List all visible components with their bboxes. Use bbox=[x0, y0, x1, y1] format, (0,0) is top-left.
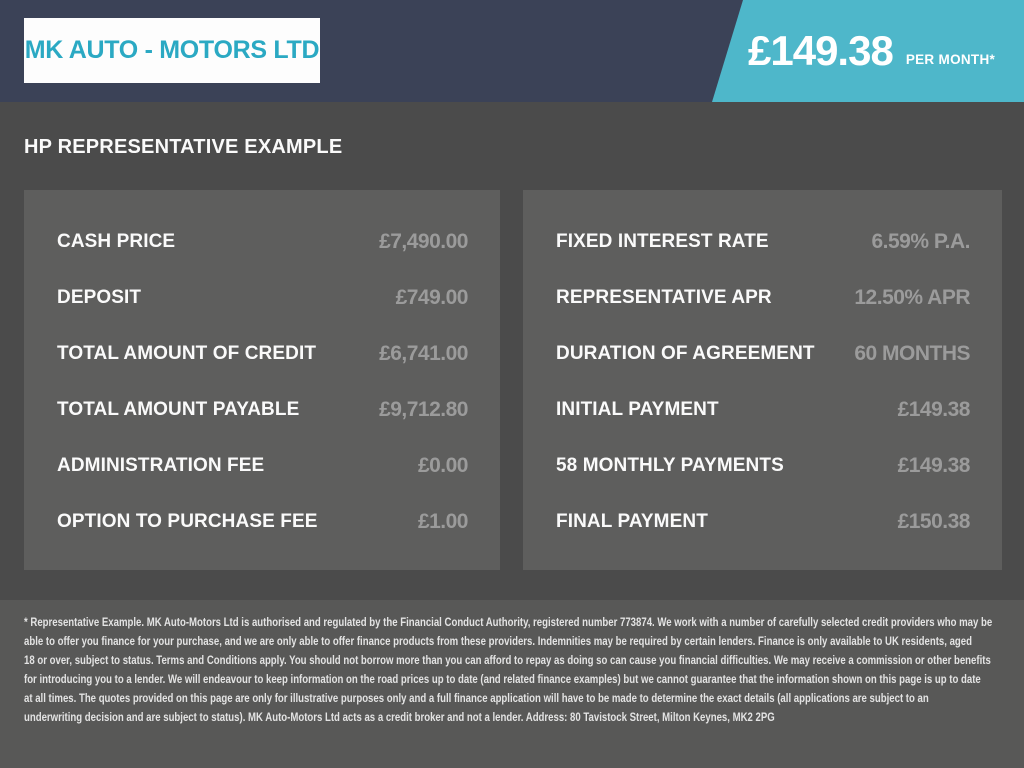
row-label: FIXED INTEREST RATE bbox=[556, 231, 769, 252]
main-content: HP REPRESENTATIVE EXAMPLE CASH PRICE £7,… bbox=[0, 102, 1024, 600]
table-row: TOTAL AMOUNT OF CREDIT £6,741.00 bbox=[57, 326, 468, 382]
finance-panel-left: CASH PRICE £7,490.00 DEPOSIT £749.00 TOT… bbox=[24, 190, 500, 570]
row-value: £150.38 bbox=[897, 510, 971, 533]
table-row: INITIAL PAYMENT £149.38 bbox=[556, 382, 971, 438]
row-label: 58 MONTHLY PAYMENTS bbox=[556, 455, 784, 476]
row-value: £9,712.80 bbox=[379, 398, 468, 421]
row-value: 6.59% P.A. bbox=[871, 230, 970, 253]
monthly-price-value: £149.38 bbox=[748, 27, 894, 74]
legal-disclaimer: * Representative Example. MK Auto-Motors… bbox=[0, 600, 1024, 768]
dealer-logo-text: MK AUTO - MOTORS LTD bbox=[24, 36, 320, 64]
row-value: £6,741.00 bbox=[379, 342, 468, 365]
row-label: FINAL PAYMENT bbox=[556, 511, 708, 532]
finance-panel-right: FIXED INTEREST RATE 6.59% P.A. REPRESENT… bbox=[523, 190, 1002, 570]
table-row: TOTAL AMOUNT PAYABLE £9,712.80 bbox=[57, 382, 468, 438]
monthly-price-suffix: PER MONTH* bbox=[905, 51, 996, 67]
row-value: £7,490.00 bbox=[379, 230, 468, 253]
disclaimer-line: for introducing you to a lender. We will… bbox=[24, 672, 981, 686]
row-label: TOTAL AMOUNT PAYABLE bbox=[57, 399, 300, 420]
row-value: £0.00 bbox=[417, 454, 469, 477]
monthly-price-ribbon: £149.38 PER MONTH* bbox=[712, 0, 1024, 102]
table-row: FINAL PAYMENT £150.38 bbox=[556, 494, 971, 550]
disclaimer-line: at all times. The quotes provided on thi… bbox=[24, 691, 929, 705]
table-row: OPTION TO PURCHASE FEE £1.00 bbox=[57, 494, 469, 550]
header-bar: MK AUTO - MOTORS LTD £149.38 PER MONTH* bbox=[0, 0, 1024, 102]
table-row: FIXED INTEREST RATE 6.59% P.A. bbox=[556, 214, 970, 270]
row-label: TOTAL AMOUNT OF CREDIT bbox=[57, 343, 317, 364]
row-label: DURATION OF AGREEMENT bbox=[556, 343, 815, 364]
disclaimer-line: * Representative Example. MK Auto-Motors… bbox=[24, 615, 993, 629]
row-label: REPRESENTATIVE APR bbox=[556, 287, 772, 308]
table-row: DEPOSIT £749.00 bbox=[57, 270, 469, 326]
dealer-logo: MK AUTO - MOTORS LTD bbox=[24, 18, 320, 83]
table-row: CASH PRICE £7,490.00 bbox=[57, 214, 468, 270]
row-label: DEPOSIT bbox=[57, 287, 142, 308]
table-row: REPRESENTATIVE APR 12.50% APR bbox=[556, 270, 970, 326]
row-label: CASH PRICE bbox=[57, 231, 176, 252]
page-title: HP REPRESENTATIVE EXAMPLE bbox=[24, 136, 343, 158]
table-row: ADMINISTRATION FEE £0.00 bbox=[57, 438, 469, 494]
row-label: OPTION TO PURCHASE FEE bbox=[57, 511, 318, 532]
table-row: 58 MONTHLY PAYMENTS £149.38 bbox=[556, 438, 971, 494]
disclaimer-line: underwriting decision and are subject to… bbox=[24, 710, 775, 724]
row-label: INITIAL PAYMENT bbox=[556, 399, 719, 420]
row-value: £149.38 bbox=[897, 398, 971, 421]
disclaimer-line: able to offer you finance for your purch… bbox=[24, 634, 972, 648]
disclaimer-line: 18 or over, subject to status. Terms and… bbox=[24, 653, 991, 667]
row-value: 60 MONTHS bbox=[854, 342, 970, 365]
table-row: DURATION OF AGREEMENT 60 MONTHS bbox=[556, 326, 970, 382]
row-value: £749.00 bbox=[395, 286, 469, 309]
row-value: £149.38 bbox=[897, 454, 971, 477]
row-value: £1.00 bbox=[417, 510, 469, 533]
row-label: ADMINISTRATION FEE bbox=[57, 455, 265, 476]
row-value: 12.50% APR bbox=[854, 286, 970, 309]
